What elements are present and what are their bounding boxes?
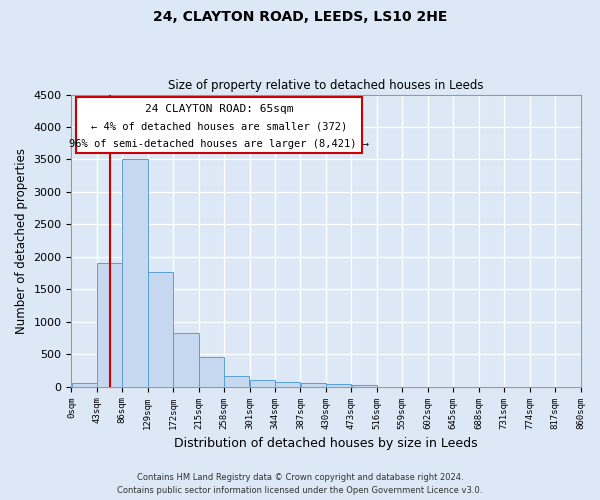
FancyBboxPatch shape — [76, 98, 362, 153]
Bar — [97, 264, 122, 386]
Bar — [326, 384, 351, 386]
Text: 96% of semi-detached houses are larger (8,421) →: 96% of semi-detached houses are larger (… — [69, 139, 369, 149]
Bar — [199, 358, 224, 386]
Bar — [71, 384, 97, 386]
Bar — [173, 333, 199, 386]
Bar — [250, 380, 275, 386]
Y-axis label: Number of detached properties: Number of detached properties — [15, 148, 28, 334]
Text: 24, CLAYTON ROAD, LEEDS, LS10 2HE: 24, CLAYTON ROAD, LEEDS, LS10 2HE — [153, 10, 447, 24]
X-axis label: Distribution of detached houses by size in Leeds: Distribution of detached houses by size … — [174, 437, 478, 450]
Bar — [148, 272, 173, 386]
Bar — [301, 383, 326, 386]
Text: 24 CLAYTON ROAD: 65sqm: 24 CLAYTON ROAD: 65sqm — [145, 104, 293, 114]
Text: Contains HM Land Registry data © Crown copyright and database right 2024.
Contai: Contains HM Land Registry data © Crown c… — [118, 474, 482, 495]
Text: ← 4% of detached houses are smaller (372): ← 4% of detached houses are smaller (372… — [91, 122, 347, 132]
Bar — [352, 384, 377, 386]
Title: Size of property relative to detached houses in Leeds: Size of property relative to detached ho… — [168, 79, 484, 92]
Bar — [224, 376, 250, 386]
Bar — [122, 160, 148, 386]
Bar — [275, 382, 301, 386]
